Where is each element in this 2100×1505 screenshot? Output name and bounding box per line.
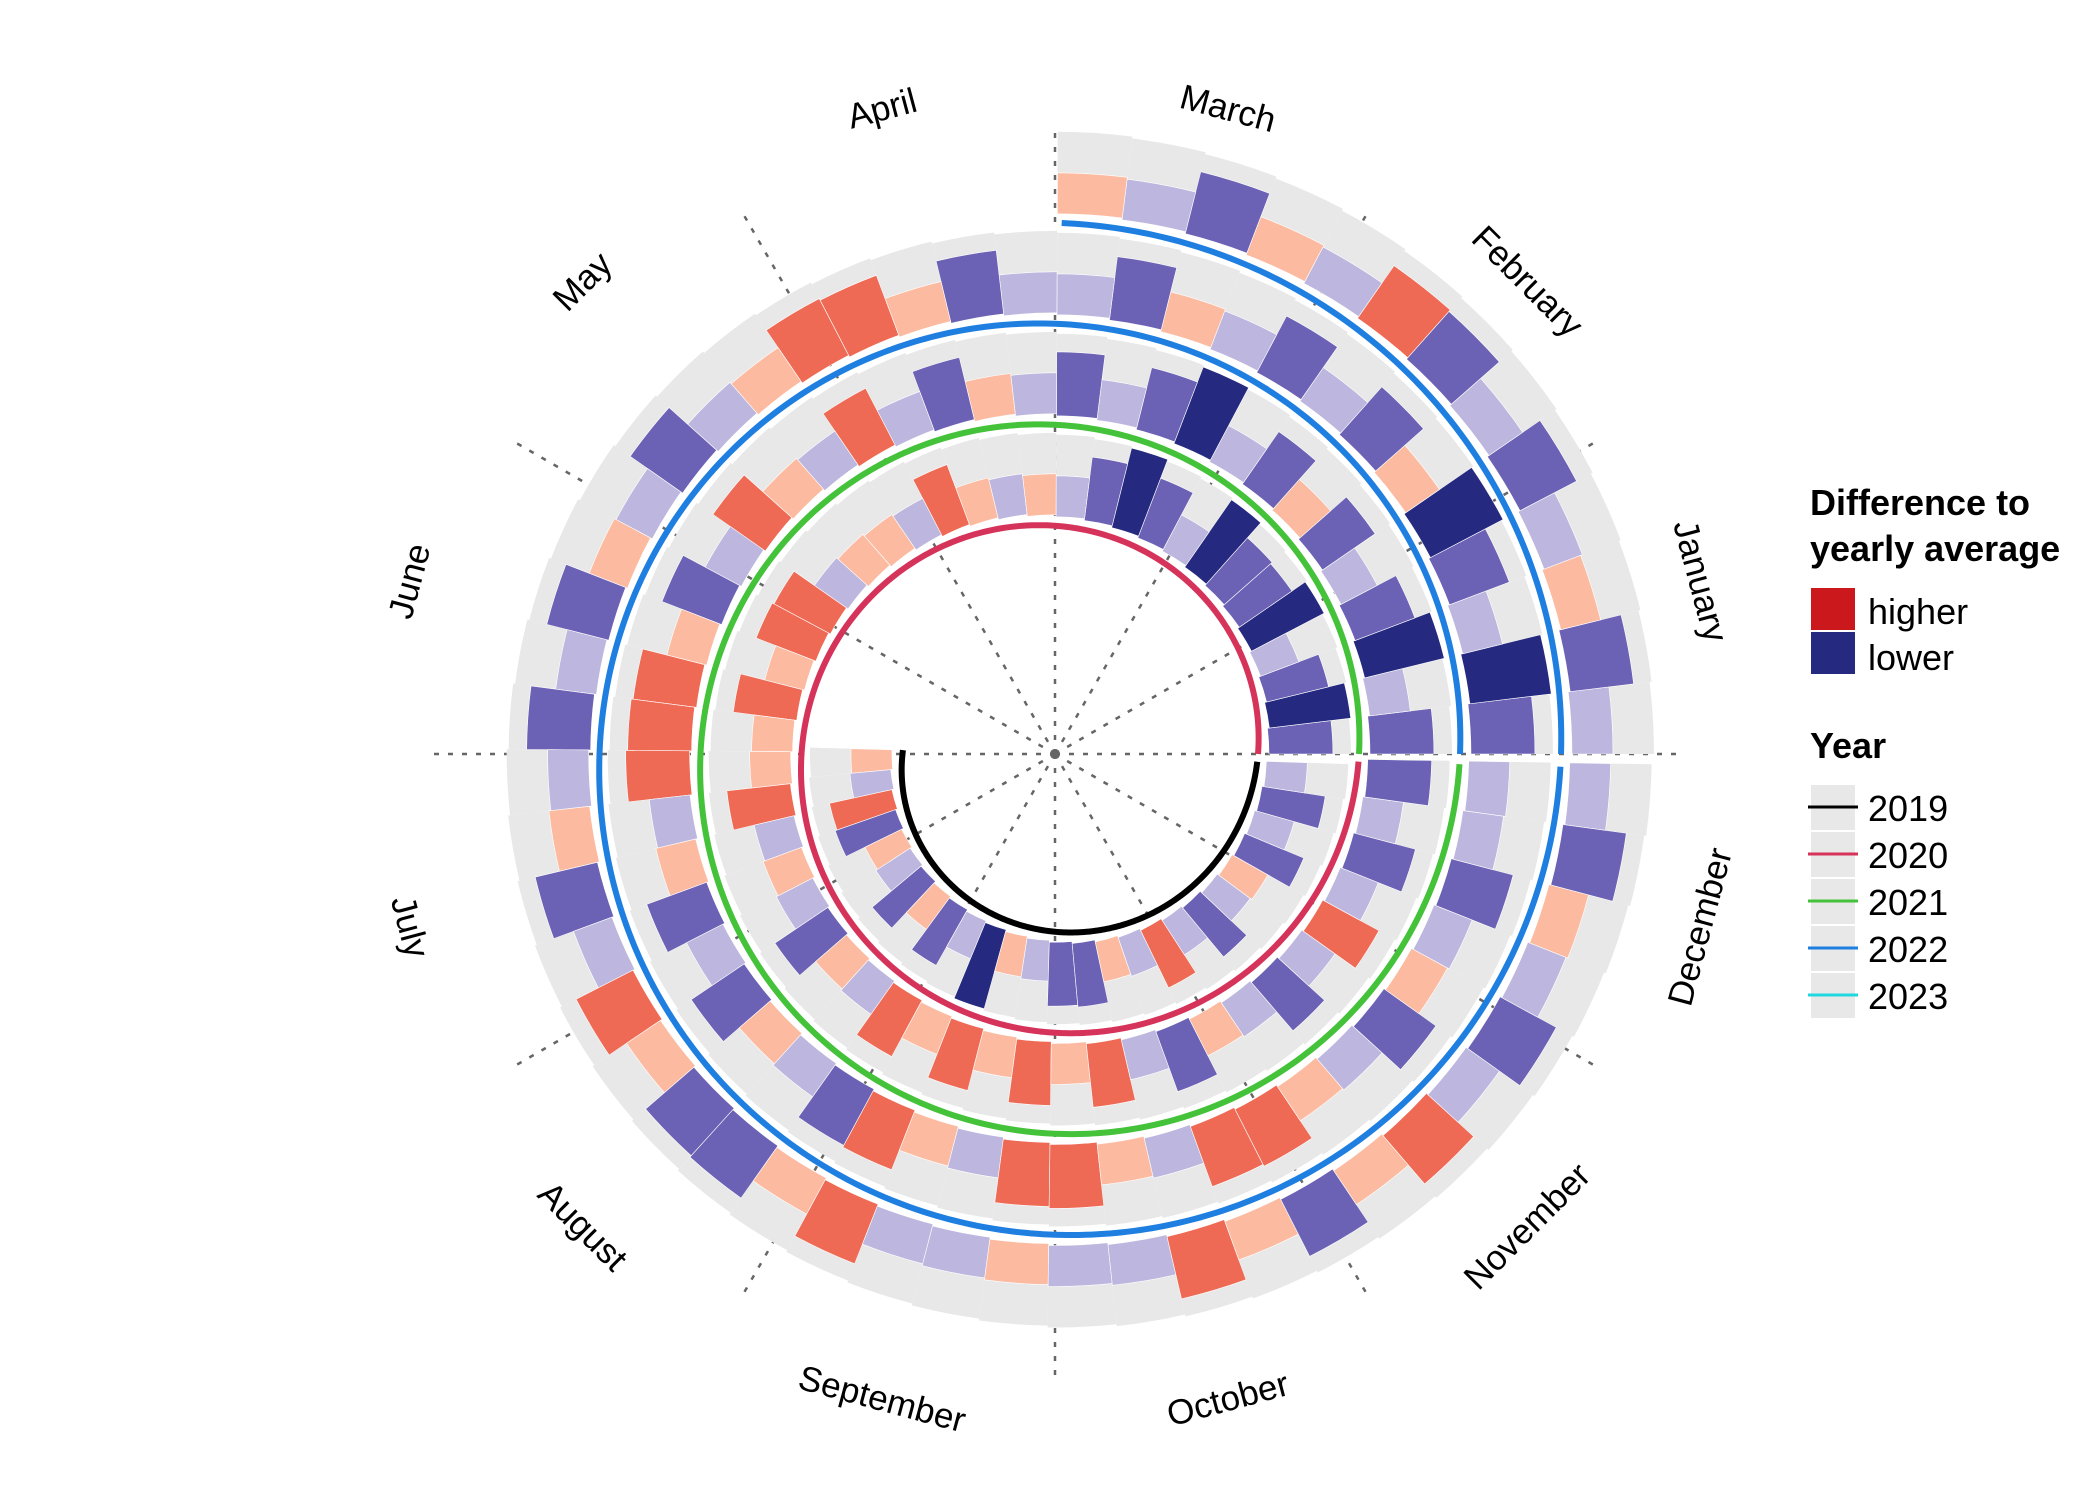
- week-bar: [998, 271, 1058, 317]
- year-label-2021: 2021: [1868, 882, 1948, 923]
- week-bar: [526, 685, 595, 751]
- week-bar: [1085, 1037, 1136, 1108]
- year-line-2021: [697, 421, 1463, 1138]
- center-point: [1051, 750, 1059, 758]
- year-lines: [596, 219, 1565, 1239]
- year-line-2020: [797, 522, 1362, 1037]
- week-bar: [1460, 634, 1552, 705]
- week-bar: [1047, 1242, 1113, 1287]
- year-label-2019: 2019: [1868, 788, 1948, 829]
- week-bar: [765, 298, 850, 384]
- week-bar: [1338, 386, 1425, 472]
- week-bar: [1264, 682, 1352, 729]
- month-label-april: April: [843, 81, 921, 137]
- month-label-december: December: [1661, 844, 1741, 1010]
- week-bar: [1007, 1038, 1052, 1106]
- month-label-june: June: [381, 539, 438, 622]
- month-label-november: November: [1456, 1155, 1598, 1297]
- year-line-2023: [1061, 219, 1565, 755]
- year-legend-title: Year: [1810, 725, 1886, 766]
- week-bar: [927, 1017, 985, 1091]
- fill-legend-title-line2: yearly average: [1810, 528, 2060, 569]
- month-label-october: October: [1163, 1364, 1294, 1434]
- week-bar: [1467, 695, 1536, 755]
- week-bar: [646, 881, 726, 953]
- week-bar: [1237, 581, 1325, 652]
- week-bar: [546, 563, 627, 641]
- week-bar: [1367, 708, 1435, 755]
- week-bar: [1464, 760, 1510, 817]
- legend-key-lower: [1811, 632, 1855, 674]
- week-bar: [850, 748, 894, 774]
- week-bar: [1055, 475, 1090, 519]
- week-bar: [1352, 611, 1445, 679]
- week-bar: [1057, 172, 1128, 219]
- week-bar: [1056, 273, 1116, 319]
- week-bar: [984, 1238, 1049, 1285]
- week-bar: [1182, 890, 1248, 958]
- week-bar: [726, 783, 797, 831]
- week-bar: [1022, 473, 1057, 517]
- week-bar: [1111, 447, 1169, 537]
- week-bar: [1083, 456, 1129, 527]
- month-label-july: July: [383, 892, 437, 963]
- week-bar: [1140, 918, 1197, 989]
- month-label-may: May: [545, 244, 620, 319]
- week-bar: [994, 1138, 1051, 1207]
- week-bar: [732, 673, 803, 721]
- week-bar: [1258, 653, 1330, 703]
- week-bar: [749, 751, 793, 789]
- fill-legend-title-line1: Difference to: [1810, 482, 2030, 523]
- week-bar: [1263, 760, 1308, 794]
- week-bar: [751, 714, 796, 753]
- week-bar: [1048, 1141, 1105, 1209]
- year-label-2020: 2020: [1868, 835, 1948, 876]
- month-label-august: August: [530, 1174, 635, 1279]
- week-bar: [547, 749, 592, 811]
- week-bar: [689, 1109, 779, 1199]
- week-bar: [1564, 762, 1611, 831]
- week-bar: [1435, 858, 1514, 930]
- week-bar: [625, 750, 693, 803]
- legend-label-higher: higher: [1868, 591, 1968, 632]
- year-line-2022: [596, 320, 1564, 1239]
- legend-key-higher: [1811, 588, 1855, 630]
- week-bar: [1010, 372, 1057, 417]
- week-bar: [1338, 575, 1416, 641]
- year-line-2019: [898, 749, 1261, 936]
- month-label-march: March: [1176, 77, 1280, 140]
- week-bar: [1567, 686, 1614, 755]
- week-bar: [1096, 1135, 1154, 1186]
- week-bar: [1135, 367, 1198, 443]
- legend: Difference to yearly average higher lowe…: [1808, 482, 2060, 1018]
- week-bar: [1071, 939, 1109, 1008]
- month-label-september: September: [794, 1358, 970, 1440]
- bars-layer: [506, 131, 1654, 1328]
- week-bar: [1056, 351, 1106, 419]
- week-bar: [1184, 499, 1262, 585]
- year-label-2023: 2023: [1868, 976, 1948, 1017]
- week-bar: [627, 698, 695, 752]
- month-label-january: January: [1665, 516, 1735, 647]
- week-bar: [661, 554, 741, 626]
- legend-label-lower: lower: [1868, 637, 1954, 678]
- week-bar: [575, 969, 663, 1056]
- week-bar: [1050, 1041, 1091, 1085]
- week-bar: [1364, 759, 1432, 807]
- week-bar: [755, 602, 830, 662]
- week-bar: [953, 922, 1007, 1010]
- year-label-2022: 2022: [1868, 929, 1948, 970]
